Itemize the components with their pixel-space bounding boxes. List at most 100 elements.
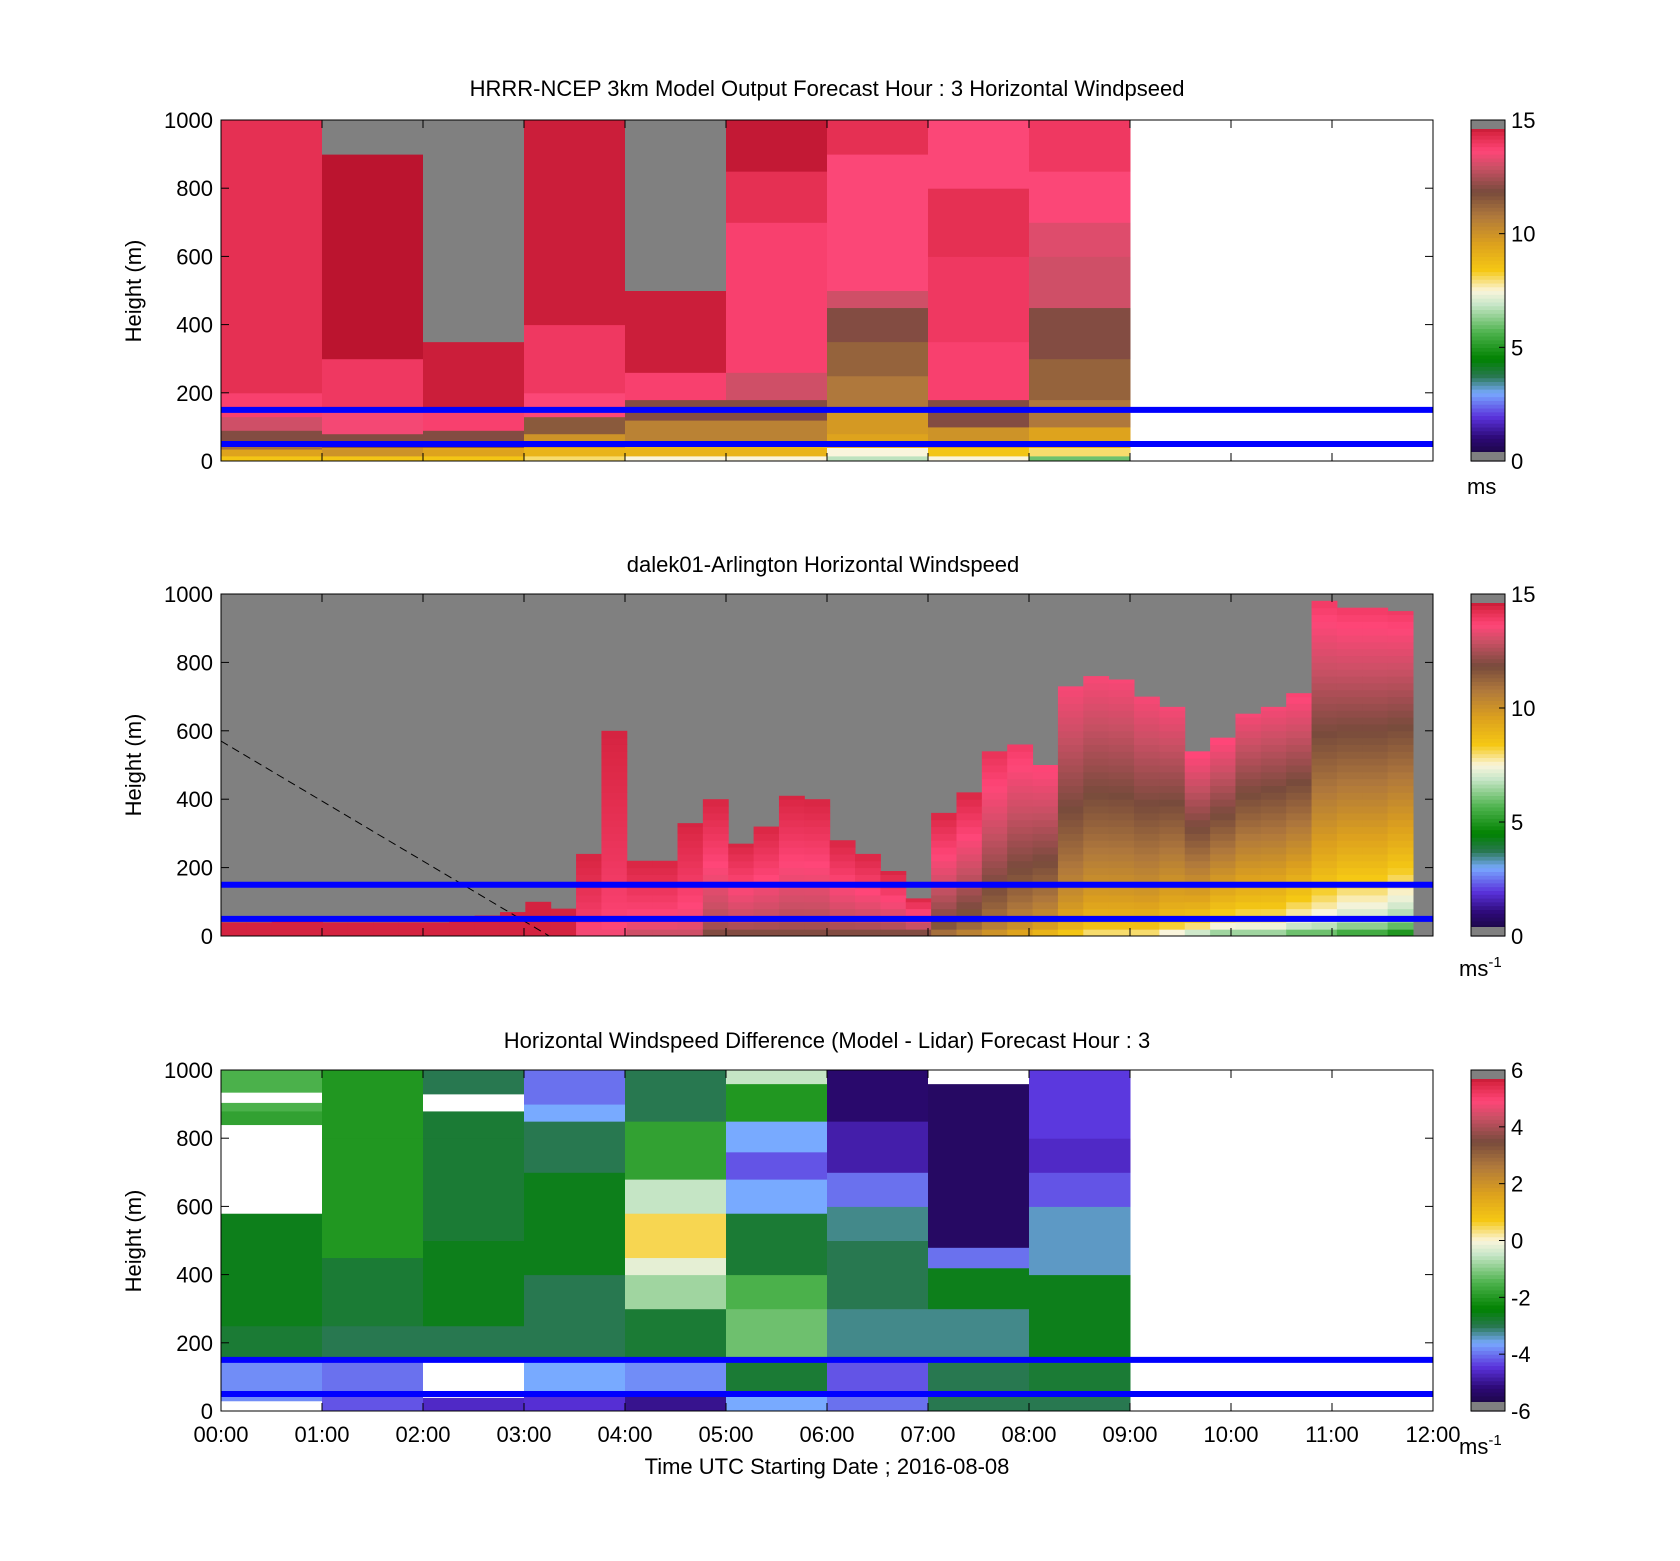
heatmap-cell xyxy=(1159,860,1186,869)
heatmap-cell xyxy=(1286,874,1313,882)
heatmap-cell xyxy=(1083,751,1110,759)
heatmap-cell xyxy=(1083,723,1110,732)
heatmap-cell xyxy=(778,799,805,807)
heatmap-cell xyxy=(931,874,957,882)
heatmap-cell xyxy=(778,826,805,834)
heatmap-cell xyxy=(576,888,602,896)
colorbar-segment xyxy=(1471,1126,1505,1132)
heatmap-cell xyxy=(1134,833,1160,841)
heatmap-cell xyxy=(1108,751,1135,759)
heatmap-cell xyxy=(221,120,323,394)
heatmap-cell xyxy=(576,860,602,869)
heatmap-cell xyxy=(827,375,929,411)
colorbar-segment xyxy=(1471,335,1505,341)
heatmap-cell xyxy=(1134,867,1160,875)
heatmap-cell xyxy=(1032,894,1059,903)
heatmap-cell xyxy=(1336,860,1363,869)
heatmap-cell xyxy=(1336,744,1363,752)
heatmap-cell xyxy=(1108,771,1135,780)
heatmap-cell xyxy=(423,341,525,411)
colorbar-segment xyxy=(1471,601,1505,606)
heatmap-cell xyxy=(1387,758,1414,766)
heatmap-cell xyxy=(525,901,552,910)
heatmap-cell xyxy=(322,922,349,930)
colorbar-segment xyxy=(1471,256,1505,261)
heatmap-cell xyxy=(1108,894,1135,903)
heatmap-cell xyxy=(1083,922,1110,930)
heatmap-cell xyxy=(1134,737,1160,745)
x-tick-labels: 00:00 01:00 02:00 03:00 04:00 05:00 06:00 07:00… xyxy=(193,1422,1460,1447)
heatmap-cell xyxy=(1286,812,1313,821)
heatmap-cell xyxy=(981,874,1008,882)
heatmap-cell xyxy=(1210,751,1236,759)
heatmap-cell xyxy=(1286,833,1313,841)
heatmap-cell xyxy=(1134,874,1160,882)
heatmap-cell xyxy=(1235,737,1262,745)
colorbar-segment xyxy=(1471,867,1505,872)
heatmap-cell xyxy=(1387,922,1414,930)
heatmap-cell xyxy=(1387,833,1414,841)
heatmap-cell xyxy=(1311,607,1338,616)
heatmap-cell xyxy=(804,894,831,903)
heatmap-cell xyxy=(778,819,805,828)
heatmap-cell xyxy=(702,847,729,855)
colorbar-segment xyxy=(1471,924,1505,929)
heatmap-cell xyxy=(1286,758,1313,766)
heatmap-cell xyxy=(1108,867,1135,875)
heatmap-cell xyxy=(855,929,881,936)
colorbar-segment xyxy=(1471,810,1505,815)
heatmap-cell xyxy=(1108,812,1135,821)
colorbar-segment xyxy=(1471,1153,1505,1158)
heatmap-cell xyxy=(601,826,628,834)
colorbar-segment xyxy=(1471,1392,1505,1397)
heatmap-cell xyxy=(1387,765,1414,773)
colorbar-segment xyxy=(1471,1259,1505,1264)
heatmap-cells xyxy=(221,1070,1131,1411)
heatmap-cell xyxy=(753,860,780,869)
heatmap-cell xyxy=(524,416,626,435)
heatmap-cell xyxy=(1007,812,1034,821)
colorbar-tick-label: 15 xyxy=(1511,108,1535,133)
heatmap-cell xyxy=(981,751,1008,759)
colorbar-segment xyxy=(1471,1157,1505,1162)
heatmap-cell xyxy=(1134,922,1160,930)
colorbar-segment xyxy=(1471,814,1505,819)
heatmap-cell xyxy=(322,1070,424,1139)
colorbar-segment xyxy=(1471,787,1505,793)
heatmap-cell xyxy=(726,372,828,401)
heatmap-cell xyxy=(1057,771,1084,780)
heatmap-cell xyxy=(1235,792,1262,800)
colorbar-segment xyxy=(1471,708,1505,713)
heatmap-cell xyxy=(1336,833,1363,841)
heatmap-cell xyxy=(1057,689,1084,698)
heatmap-cell xyxy=(1083,676,1110,684)
heatmap-cell xyxy=(855,853,881,862)
heatmap-cell xyxy=(956,860,983,869)
heatmap-cell xyxy=(1311,676,1338,684)
colorbar-segment xyxy=(1471,632,1505,637)
colorbar-segment xyxy=(1471,624,1505,629)
heatmap-cell xyxy=(652,888,679,896)
heatmap-cell xyxy=(1083,853,1110,862)
x-axis-label: Time UTC Starting Date ; 2016-08-08 xyxy=(645,1454,1010,1479)
heatmap-cell xyxy=(525,922,552,930)
heatmap-cell xyxy=(1286,730,1313,739)
heatmap-cell xyxy=(677,840,704,848)
heatmap-cell xyxy=(1057,806,1084,814)
colorbar-segment xyxy=(1471,1179,1505,1185)
heatmap-cell xyxy=(702,853,729,862)
heatmap-cell xyxy=(1336,703,1363,711)
heatmap-cell xyxy=(1007,785,1034,793)
heatmap-cell xyxy=(1362,847,1389,855)
heatmap-cell xyxy=(1108,792,1135,800)
heatmap-cell xyxy=(1210,833,1236,841)
heatmap-cell xyxy=(928,256,1030,343)
heatmap-cell xyxy=(981,847,1008,855)
heatmap-cell xyxy=(928,120,1030,189)
colorbar-segment xyxy=(1471,806,1505,812)
heatmap-cell xyxy=(931,860,957,869)
colorbar-segment xyxy=(1471,218,1505,223)
heatmap-cell xyxy=(1184,908,1211,916)
y-tick-label: 200 xyxy=(176,856,213,881)
heatmap-cell xyxy=(1235,888,1262,896)
